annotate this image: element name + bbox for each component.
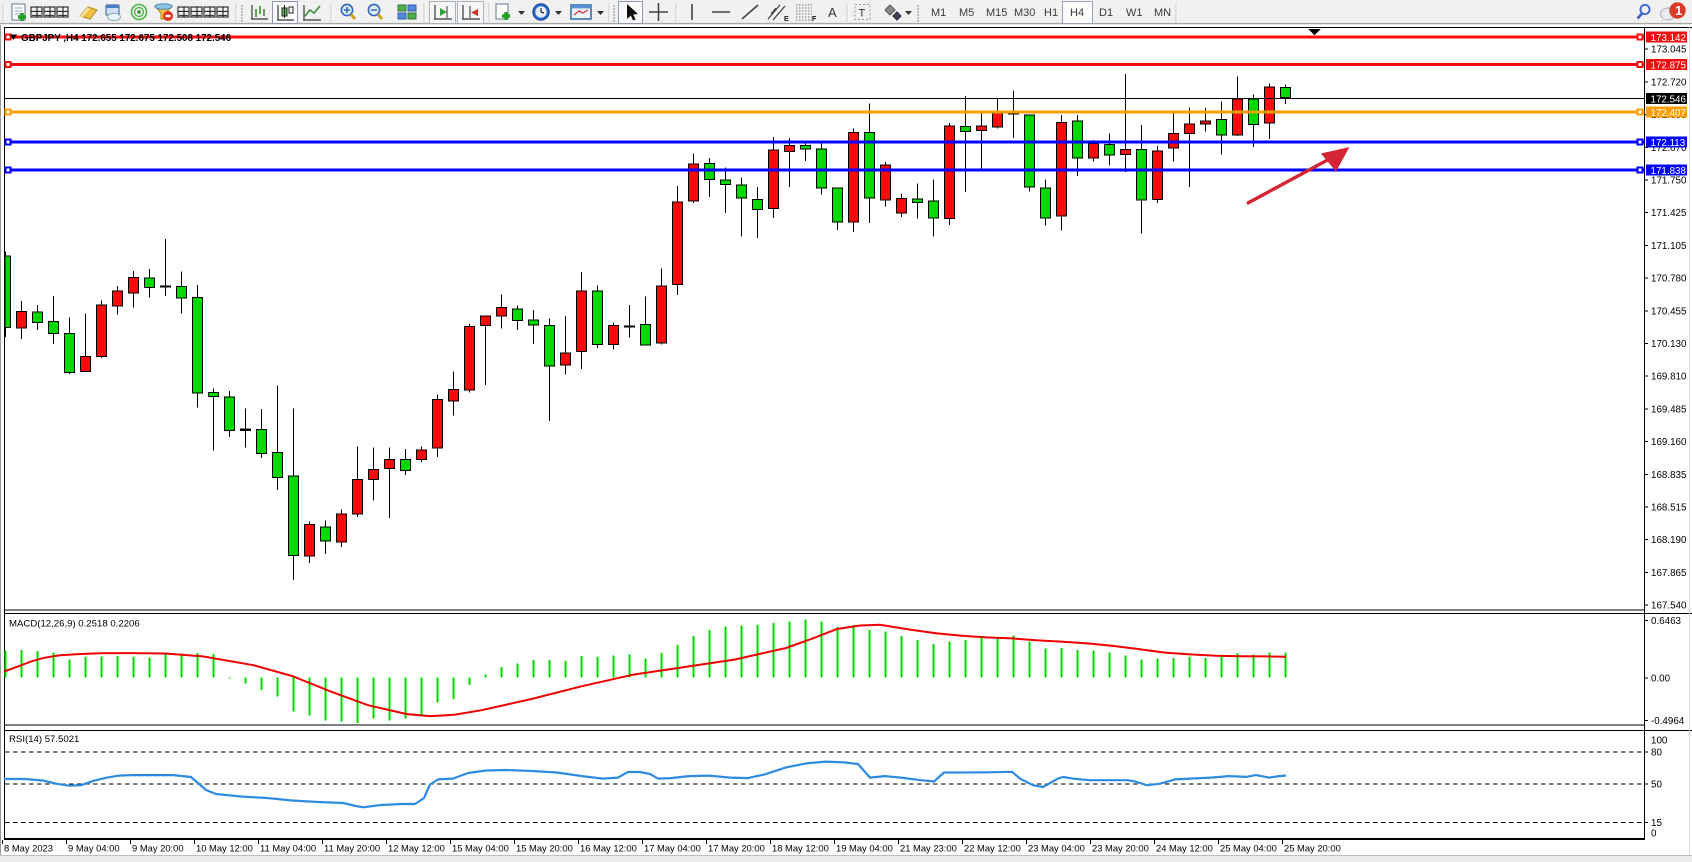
svg-text:W1: W1 bbox=[1126, 7, 1143, 19]
svg-text:0.00: 0.00 bbox=[1651, 674, 1671, 685]
svg-text:172.113: 172.113 bbox=[1651, 138, 1686, 149]
svg-text:16 May 12:00: 16 May 12:00 bbox=[580, 842, 637, 853]
svg-text:167.540: 167.540 bbox=[1651, 601, 1687, 612]
svg-text:MN: MN bbox=[1154, 7, 1171, 19]
svg-text:25 May 20:00: 25 May 20:00 bbox=[1284, 842, 1341, 853]
svg-text:172.720: 172.720 bbox=[1651, 77, 1687, 88]
svg-text:-0.4964: -0.4964 bbox=[1651, 716, 1685, 727]
svg-text:T: T bbox=[859, 8, 866, 20]
svg-text:170.780: 170.780 bbox=[1651, 274, 1687, 285]
svg-text:19 May 04:00: 19 May 04:00 bbox=[836, 842, 893, 853]
svg-text:E: E bbox=[784, 16, 789, 23]
svg-text:17 May 20:00: 17 May 20:00 bbox=[708, 842, 765, 853]
svg-text:168.190: 168.190 bbox=[1651, 535, 1687, 546]
svg-text:21 May 23:00: 21 May 23:00 bbox=[900, 842, 957, 853]
svg-text:9 May 04:00: 9 May 04:00 bbox=[68, 842, 120, 853]
svg-text:167.865: 167.865 bbox=[1651, 568, 1687, 579]
svg-text:0.6463: 0.6463 bbox=[1651, 616, 1682, 627]
svg-text:M30: M30 bbox=[1014, 7, 1035, 19]
svg-text:15 May 20:00: 15 May 20:00 bbox=[516, 842, 573, 853]
svg-text:50: 50 bbox=[1651, 780, 1662, 791]
svg-text:168.835: 168.835 bbox=[1651, 470, 1687, 481]
svg-text:23 May 04:00: 23 May 04:00 bbox=[1028, 842, 1085, 853]
svg-text:169.810: 169.810 bbox=[1651, 372, 1687, 383]
svg-text:23 May 20:00: 23 May 20:00 bbox=[1092, 842, 1149, 853]
svg-text:11 May 04:00: 11 May 04:00 bbox=[260, 842, 316, 853]
svg-text:172.407: 172.407 bbox=[1651, 108, 1686, 119]
svg-text:11 May 20:00: 11 May 20:00 bbox=[324, 842, 380, 853]
svg-text:171.838: 171.838 bbox=[1651, 166, 1687, 177]
svg-text:173.045: 173.045 bbox=[1651, 45, 1687, 56]
svg-text:F: F bbox=[812, 16, 817, 23]
svg-text:M1: M1 bbox=[931, 7, 946, 19]
svg-text:172.546: 172.546 bbox=[1651, 94, 1687, 105]
svg-text:171.750: 171.750 bbox=[1651, 176, 1687, 187]
svg-text:170.455: 170.455 bbox=[1651, 306, 1687, 317]
svg-text:MACD(12,26,9) 0.2518 0.2206: MACD(12,26,9) 0.2518 0.2206 bbox=[9, 619, 140, 630]
svg-text:H1: H1 bbox=[1044, 7, 1058, 19]
svg-text:25 May 04:00: 25 May 04:00 bbox=[1220, 842, 1277, 853]
svg-text:172.070: 172.070 bbox=[1651, 143, 1687, 154]
svg-text:10 May 12:00: 10 May 12:00 bbox=[196, 842, 253, 853]
svg-text:169.485: 169.485 bbox=[1651, 404, 1687, 415]
svg-text:H4: H4 bbox=[1070, 7, 1084, 19]
svg-text:17 May 04:00: 17 May 04:00 bbox=[644, 842, 701, 853]
svg-text:170.130: 170.130 bbox=[1651, 339, 1687, 350]
svg-text:RSI(14) 57.5021: RSI(14) 57.5021 bbox=[9, 734, 79, 745]
svg-text:24 May 12:00: 24 May 12:00 bbox=[1156, 842, 1213, 853]
svg-text:M5: M5 bbox=[959, 7, 974, 19]
svg-text:1: 1 bbox=[1675, 3, 1682, 18]
svg-text:12 May 12:00: 12 May 12:00 bbox=[388, 842, 445, 853]
svg-text:171.425: 171.425 bbox=[1651, 208, 1687, 219]
svg-text:169.160: 169.160 bbox=[1651, 437, 1687, 448]
svg-text:9 May 20:00: 9 May 20:00 bbox=[132, 842, 184, 853]
svg-text:0: 0 bbox=[1651, 829, 1657, 840]
svg-text:D1: D1 bbox=[1099, 7, 1113, 19]
svg-text:168.515: 168.515 bbox=[1651, 503, 1687, 514]
svg-text:80: 80 bbox=[1651, 748, 1662, 759]
svg-text:172.875: 172.875 bbox=[1651, 60, 1687, 71]
svg-text:22 May 12:00: 22 May 12:00 bbox=[964, 842, 1021, 853]
svg-text:M15: M15 bbox=[986, 7, 1007, 19]
svg-text:A: A bbox=[828, 5, 837, 20]
svg-text:15 May 04:00: 15 May 04:00 bbox=[452, 842, 509, 853]
svg-text:GBPJPY ,H4 172.655 172.675 17: GBPJPY ,H4 172.655 172.675 172.508 172.5… bbox=[21, 33, 232, 44]
svg-text:100: 100 bbox=[1651, 736, 1668, 747]
svg-text:15: 15 bbox=[1651, 818, 1662, 829]
svg-text:8 May 2023: 8 May 2023 bbox=[4, 842, 53, 853]
svg-text:173.142: 173.142 bbox=[1651, 33, 1686, 44]
svg-text:171.105: 171.105 bbox=[1651, 241, 1687, 252]
svg-text:18 May 12:00: 18 May 12:00 bbox=[772, 842, 829, 853]
